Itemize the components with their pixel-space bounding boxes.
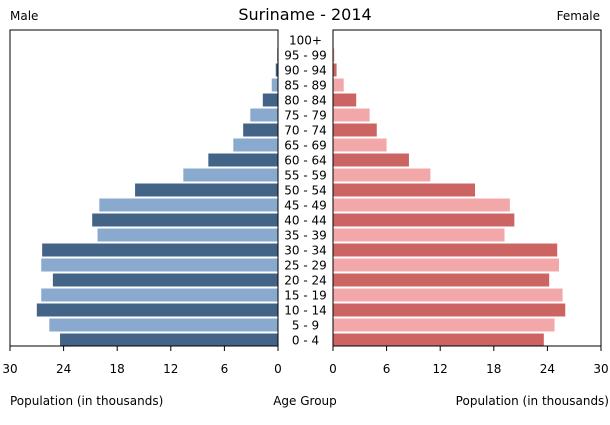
age-group-label: 70 - 74 <box>284 124 327 138</box>
male-bar-8 <box>92 213 278 227</box>
female-tick-label: 6 <box>383 362 391 376</box>
age-group-label: 60 - 64 <box>284 154 327 168</box>
female-bar-10 <box>333 183 476 197</box>
female-tick-label: 24 <box>540 362 555 376</box>
age-group-label: 80 - 84 <box>284 94 327 108</box>
female-bar-2 <box>333 303 566 317</box>
male-bars <box>36 33 279 347</box>
age-group-label: 45 - 49 <box>284 199 327 213</box>
female-bar-11 <box>333 168 431 182</box>
age-group-label: 15 - 19 <box>284 289 327 303</box>
male-bar-10 <box>135 183 278 197</box>
female-bar-7 <box>333 228 505 242</box>
male-tick-label: 0 <box>274 362 282 376</box>
male-bar-9 <box>99 198 278 212</box>
female-tick-label: 18 <box>486 362 501 376</box>
female-tick-label: 12 <box>433 362 448 376</box>
chart-title: Suriname - 2014 <box>238 5 371 24</box>
female-bar-6 <box>333 243 558 257</box>
age-group-label: 95 - 99 <box>284 49 327 63</box>
female-bar-16 <box>333 93 357 107</box>
male-bar-11 <box>183 168 278 182</box>
male-bar-16 <box>262 93 278 107</box>
female-bar-4 <box>333 273 550 287</box>
male-bar-7 <box>97 228 279 242</box>
male-bar-18 <box>275 63 278 77</box>
female-bar-18 <box>333 63 337 77</box>
male-tick-label: 6 <box>221 362 229 376</box>
age-group-label: 75 - 79 <box>284 109 327 123</box>
male-bar-4 <box>52 273 278 287</box>
male-bar-3 <box>41 288 279 302</box>
age-group-label: 100+ <box>289 34 322 48</box>
female-plot-frame <box>332 29 602 347</box>
female-bar-19 <box>333 48 335 62</box>
age-group-label: 65 - 69 <box>284 139 327 153</box>
male-axis-ticks: 30 24 18 12 6 0 <box>2 346 282 376</box>
age-group-label: 20 - 24 <box>284 274 327 288</box>
female-bar-8 <box>333 213 515 227</box>
age-group-label: 5 - 9 <box>292 319 319 333</box>
male-bar-0 <box>60 333 278 347</box>
male-bar-1 <box>49 318 278 332</box>
female-bars <box>333 33 566 347</box>
male-bar-13 <box>233 138 278 152</box>
male-label: Male <box>10 9 38 23</box>
male-bar-5 <box>41 258 279 272</box>
female-label: Female <box>557 9 600 23</box>
female-bar-13 <box>333 138 387 152</box>
age-group-label: 90 - 94 <box>284 64 327 78</box>
female-tick-label: 0 <box>329 362 337 376</box>
age-group-label: 50 - 54 <box>284 184 327 198</box>
male-tick-label: 18 <box>110 362 125 376</box>
age-group-label: 10 - 14 <box>284 304 327 318</box>
female-bar-0 <box>333 333 544 347</box>
female-axis-label: Population (in thousands) <box>456 394 609 408</box>
female-bar-1 <box>333 318 555 332</box>
age-group-label: 40 - 44 <box>284 214 327 228</box>
male-axis-label: Population (in thousands) <box>10 394 163 408</box>
age-group-label: 55 - 59 <box>284 169 327 183</box>
male-plot-frame <box>9 29 279 347</box>
male-bar-17 <box>271 78 278 92</box>
female-bar-12 <box>333 153 409 167</box>
male-bar-12 <box>208 153 278 167</box>
male-bar-6 <box>42 243 278 257</box>
male-tick-label: 12 <box>163 362 178 376</box>
male-bar-14 <box>243 123 278 137</box>
female-tick-label: 30 <box>593 362 608 376</box>
age-group-label: 25 - 29 <box>284 259 327 273</box>
female-bar-9 <box>333 198 510 212</box>
female-bar-14 <box>333 123 377 137</box>
age-axis-label: Age Group <box>273 394 337 408</box>
age-group-label: 0 - 4 <box>292 334 319 348</box>
female-bar-17 <box>333 78 344 92</box>
female-bar-15 <box>333 108 370 122</box>
age-group-label: 35 - 39 <box>284 229 327 243</box>
male-bar-2 <box>36 303 278 317</box>
male-tick-label: 24 <box>56 362 71 376</box>
female-bar-3 <box>333 288 563 302</box>
male-bar-15 <box>250 108 278 122</box>
female-axis-ticks: 0 6 12 18 24 30 <box>329 346 609 376</box>
age-group-label: 85 - 89 <box>284 79 327 93</box>
male-tick-label: 30 <box>2 362 17 376</box>
age-group-label: 30 - 34 <box>284 244 327 258</box>
female-bar-5 <box>333 258 560 272</box>
